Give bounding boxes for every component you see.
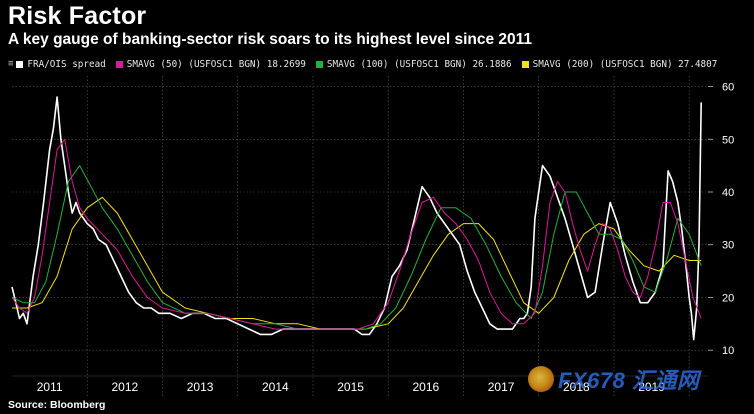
legend-label-fra-ois: FRA/OIS spread [27, 58, 106, 70]
x-tick-label-2015: 2015 [337, 380, 364, 394]
series-line-1 [11, 138, 702, 330]
watermark-text: FX678 汇通网 [558, 368, 700, 393]
legend-label-smavg-50: SMAVG (50) (USFOSC1 BGN) 18.2699 [126, 58, 306, 70]
legend-item-smavg-50: SMAVG (50) (USFOSC1 BGN) 18.2699 [115, 58, 306, 70]
legend-swatch-smavg-100 [315, 60, 323, 68]
legend-item-smavg-100: SMAVG (100) (USFOSC1 BGN) 26.1886 [315, 58, 512, 70]
x-tick-label-2019: 2019 [638, 380, 665, 394]
series-line-0 [11, 96, 702, 341]
y-tick-label-50: 50 [722, 134, 734, 146]
y-tick-label-40: 40 [722, 187, 734, 199]
y-tick-label-30: 30 [722, 240, 734, 252]
x-tick-label-2018: 2018 [563, 380, 590, 394]
legend: ≡ FRA/OIS spread SMAVG (50) (USFOSC1 BGN… [8, 57, 727, 71]
legend-label-smavg-200: SMAVG (200) (USFOSC1 BGN) 27.4807 [532, 58, 718, 70]
source-note: Source: Bloomberg [8, 399, 106, 411]
y-tick-label-60: 60 [722, 82, 734, 94]
y-tick-label-10: 10 [722, 345, 734, 357]
x-tick-label-2017: 2017 [488, 380, 515, 394]
x-tick-label-2013: 2013 [187, 380, 214, 394]
legend-item-smavg-200: SMAVG (200) (USFOSC1 BGN) 27.4807 [521, 58, 718, 70]
y-tick-label-20: 20 [722, 292, 734, 304]
chart-title: Risk Factor [8, 2, 147, 30]
watermark-logo-icon [528, 366, 554, 392]
x-tick-label-2016: 2016 [412, 380, 439, 394]
watermark: FX678 汇通网 [528, 363, 699, 395]
legend-label-smavg-100: SMAVG (100) (USFOSC1 BGN) 26.1886 [326, 58, 512, 70]
x-tick-label-2014: 2014 [262, 380, 289, 394]
legend-swatch-smavg-50 [115, 60, 123, 68]
legend-item-fra-ois: FRA/OIS spread [16, 58, 106, 70]
chart-subtitle: A key gauge of banking-sector risk soars… [8, 31, 533, 48]
legend-swatch-fra-ois [16, 60, 24, 68]
x-tick-label-2011: 2011 [37, 380, 63, 394]
series-line-3 [12, 196, 702, 330]
legend-swatch-smavg-200 [521, 60, 529, 68]
x-tick-label-2012: 2012 [112, 380, 139, 394]
legend-menu-icon[interactable]: ≡ [8, 59, 14, 69]
